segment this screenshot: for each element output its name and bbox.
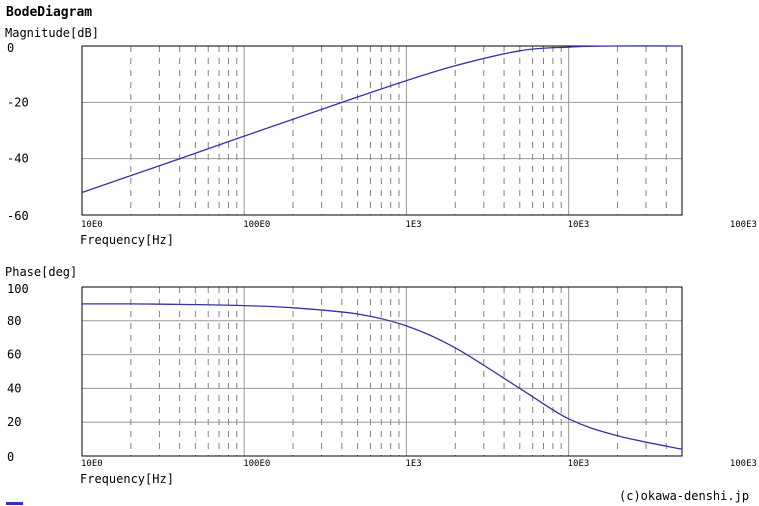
x-tick-label: 10E3 — [568, 220, 590, 230]
y-tick-label: 0 — [7, 41, 14, 55]
x-tick-label: 10E0 — [81, 459, 103, 469]
x-axis-label: Frequency[Hz] — [80, 472, 174, 486]
chart-title: BodeDiagram — [6, 5, 93, 20]
x-tick-label: 1E3 — [405, 220, 421, 230]
copyright-label: (c)okawa-denshi.jp — [619, 489, 750, 503]
y-tick-label: 80 — [7, 314, 21, 328]
x-tick-label: 100E0 — [243, 459, 270, 469]
x-tick-label: 100E0 — [243, 220, 270, 230]
y-tick-label: -20 — [7, 95, 29, 109]
y-tick-label: -60 — [7, 209, 29, 223]
y-tick-label: 20 — [7, 415, 21, 429]
x-tick-label: 10E3 — [568, 459, 590, 469]
y-tick-label: 0 — [7, 450, 14, 464]
plot-frame — [81, 286, 683, 457]
x-tick-label: 100E3 — [730, 220, 757, 230]
y-tick-label: 100 — [7, 282, 29, 296]
x-tick-label: 100E3 — [730, 459, 757, 469]
y-axis-label: Phase[deg] — [5, 265, 77, 279]
series-line — [81, 45, 683, 194]
x-tick-label: 10E0 — [81, 220, 103, 230]
y-tick-label: -40 — [7, 152, 29, 166]
x-axis-label: Frequency[Hz] — [80, 233, 174, 247]
series-line — [81, 303, 683, 450]
y-tick-label: 40 — [7, 381, 21, 395]
y-axis-label: Magnitude[dB] — [5, 26, 99, 40]
y-tick-label: 60 — [7, 348, 21, 362]
plot-frame — [81, 45, 683, 216]
plot-phase: 100 80 60 40 20 0 10E0 100E0 1E3 10E3 100E3 Phase[d… — [5, 265, 757, 486]
plot-magnitude: 0 -20 -40 -60 10E0 100E0 1E3 10E3 100E3 Magnitude… — [5, 26, 757, 247]
scroll-indicator — [6, 502, 23, 505]
x-tick-label: 1E3 — [405, 459, 421, 469]
